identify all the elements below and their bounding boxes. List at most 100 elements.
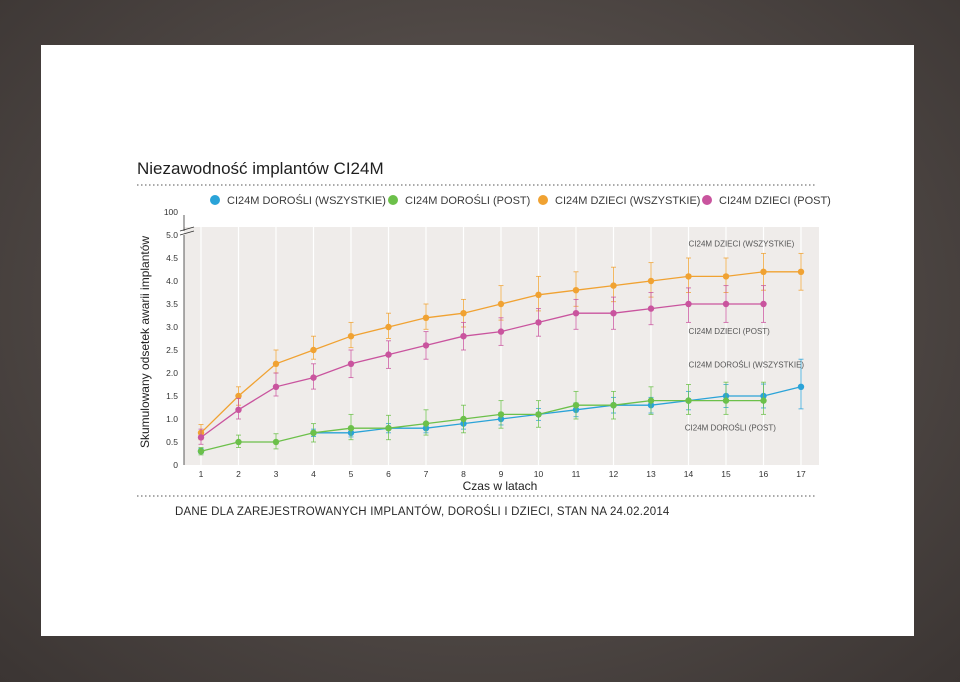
legend-marker-3 xyxy=(702,195,712,205)
data-point-3-11 xyxy=(572,310,580,317)
x-tick-label-3: 3 xyxy=(274,469,279,479)
y-axis-title: Skumulowany odsetek awarii implantów xyxy=(138,236,152,448)
y-tick-label-10: 5.0 xyxy=(166,230,178,240)
chart-footnote: DANE DLA ZAREJESTROWANYCH IMPLANTÓW, DOR… xyxy=(175,506,670,518)
data-point-3-13 xyxy=(647,305,655,312)
x-tick-label-13: 13 xyxy=(646,469,656,479)
legend-marker-2 xyxy=(538,195,548,205)
series-line-0 xyxy=(313,386,802,434)
data-point-1-2 xyxy=(235,438,242,446)
chart-page: Niezawodność implantów CI24M 0 0.5 1.0 1.5 2… xyxy=(41,45,914,636)
y-tick-label-6: 3.0 xyxy=(166,322,178,332)
data-point-3-8 xyxy=(460,333,467,340)
y-axis-break-2 xyxy=(179,230,195,236)
y-tick-label-3: 1.5 xyxy=(166,391,178,401)
y-tick-label-5: 2.5 xyxy=(166,345,178,355)
data-point-3-14 xyxy=(685,300,692,308)
data-point-1-13 xyxy=(647,397,655,404)
data-point-2-7 xyxy=(422,314,430,321)
data-point-2-8 xyxy=(460,310,467,317)
data-point-1-9 xyxy=(497,411,505,418)
y-tick-label-0: 0 xyxy=(173,460,178,470)
series-1 xyxy=(197,381,767,456)
series-line-1 xyxy=(200,399,764,452)
data-point-1-3 xyxy=(272,438,280,446)
x-tick-label-6: 6 xyxy=(386,469,391,479)
x-axis-title: Czas w latach xyxy=(463,479,538,493)
data-point-1-5 xyxy=(347,425,355,432)
x-tick-label-1: 1 xyxy=(199,469,204,479)
data-point-1-6 xyxy=(385,425,392,432)
y-tick-label-4: 2.0 xyxy=(166,368,178,378)
data-point-2-6 xyxy=(385,323,392,331)
data-point-1-12 xyxy=(610,402,617,409)
series-annotation-1: CI24M DZIECI (POST) xyxy=(689,327,771,336)
data-point-3-9 xyxy=(497,328,505,335)
series-annotation-2: CI24M DOROŚLI (WSZYSTKIE) xyxy=(689,360,805,369)
series-annotation-3: CI24M DOROŚLI (POST) xyxy=(685,424,776,433)
data-point-2-11 xyxy=(572,287,580,294)
y-tick-label-2: 1.0 xyxy=(166,414,178,424)
data-point-3-15 xyxy=(722,300,730,308)
data-point-2-3 xyxy=(272,360,280,367)
data-point-3-7 xyxy=(422,342,430,349)
data-point-0-17 xyxy=(797,383,805,390)
x-tick-label-16: 16 xyxy=(759,469,769,479)
x-tick-label-4: 4 xyxy=(311,469,316,479)
data-point-1-14 xyxy=(685,397,692,404)
series-annotation-0: CI24M DZIECI (WSZYSTKIE) xyxy=(689,240,795,249)
x-tick-label-7: 7 xyxy=(424,469,429,479)
data-point-1-4 xyxy=(310,429,317,436)
x-tick-label-9: 9 xyxy=(499,469,504,479)
data-point-2-15 xyxy=(722,273,730,280)
series-2 xyxy=(197,252,805,441)
data-point-3-1 xyxy=(197,434,205,441)
data-point-1-11 xyxy=(572,402,580,409)
data-point-2-5 xyxy=(347,333,355,340)
y-tick-label-7: 3.5 xyxy=(166,299,178,309)
x-tick-label-14: 14 xyxy=(684,469,694,479)
data-point-2-12 xyxy=(610,282,617,289)
x-tick-label-8: 8 xyxy=(461,469,466,479)
x-tick-label-10: 10 xyxy=(534,469,544,479)
data-point-2-10 xyxy=(535,291,542,298)
data-point-3-5 xyxy=(347,360,355,367)
data-point-1-7 xyxy=(422,420,430,427)
data-point-1-10 xyxy=(535,411,542,418)
x-tick-label-2: 2 xyxy=(236,469,241,479)
data-point-3-12 xyxy=(610,310,617,317)
legend-marker-0 xyxy=(210,195,220,205)
y-axis-break-1 xyxy=(179,226,195,232)
data-point-3-4 xyxy=(310,374,317,381)
data-point-1-1 xyxy=(197,448,205,455)
y-tick-label-upper: 100 xyxy=(164,207,178,217)
data-point-3-16 xyxy=(760,300,767,308)
legend-label-0: CI24M DOROŚLI (WSZYSTKIE) xyxy=(227,194,386,207)
legend-label-3: CI24M DZIECI (POST) xyxy=(719,195,831,207)
x-tick-label-17: 17 xyxy=(796,469,806,479)
x-tick-label-11: 11 xyxy=(572,469,581,479)
data-point-3-6 xyxy=(385,351,392,358)
data-point-3-3 xyxy=(272,383,280,390)
y-tick-label-1: 0.5 xyxy=(166,437,178,447)
data-point-2-17 xyxy=(797,268,805,275)
series-line-3 xyxy=(200,303,764,438)
legend-label-2: CI24M DZIECI (WSZYSTKIE) xyxy=(555,195,700,207)
y-tick-label-9: 4.5 xyxy=(166,253,178,263)
y-tick-label-8: 4.0 xyxy=(166,276,178,286)
chart-title: Niezawodność implantów CI24M xyxy=(137,159,384,178)
data-point-1-15 xyxy=(722,397,730,404)
data-point-2-13 xyxy=(647,277,655,285)
data-point-2-16 xyxy=(760,268,767,275)
data-point-2-9 xyxy=(497,300,505,308)
legend-marker-1 xyxy=(388,195,398,205)
x-tick-label-5: 5 xyxy=(349,469,354,479)
data-point-3-10 xyxy=(535,319,542,326)
data-point-2-2 xyxy=(235,392,242,400)
x-tick-label-12: 12 xyxy=(609,469,619,479)
data-point-3-2 xyxy=(235,406,242,413)
data-point-2-14 xyxy=(685,273,692,280)
x-tick-label-15: 15 xyxy=(721,469,731,479)
data-point-1-8 xyxy=(460,415,467,423)
